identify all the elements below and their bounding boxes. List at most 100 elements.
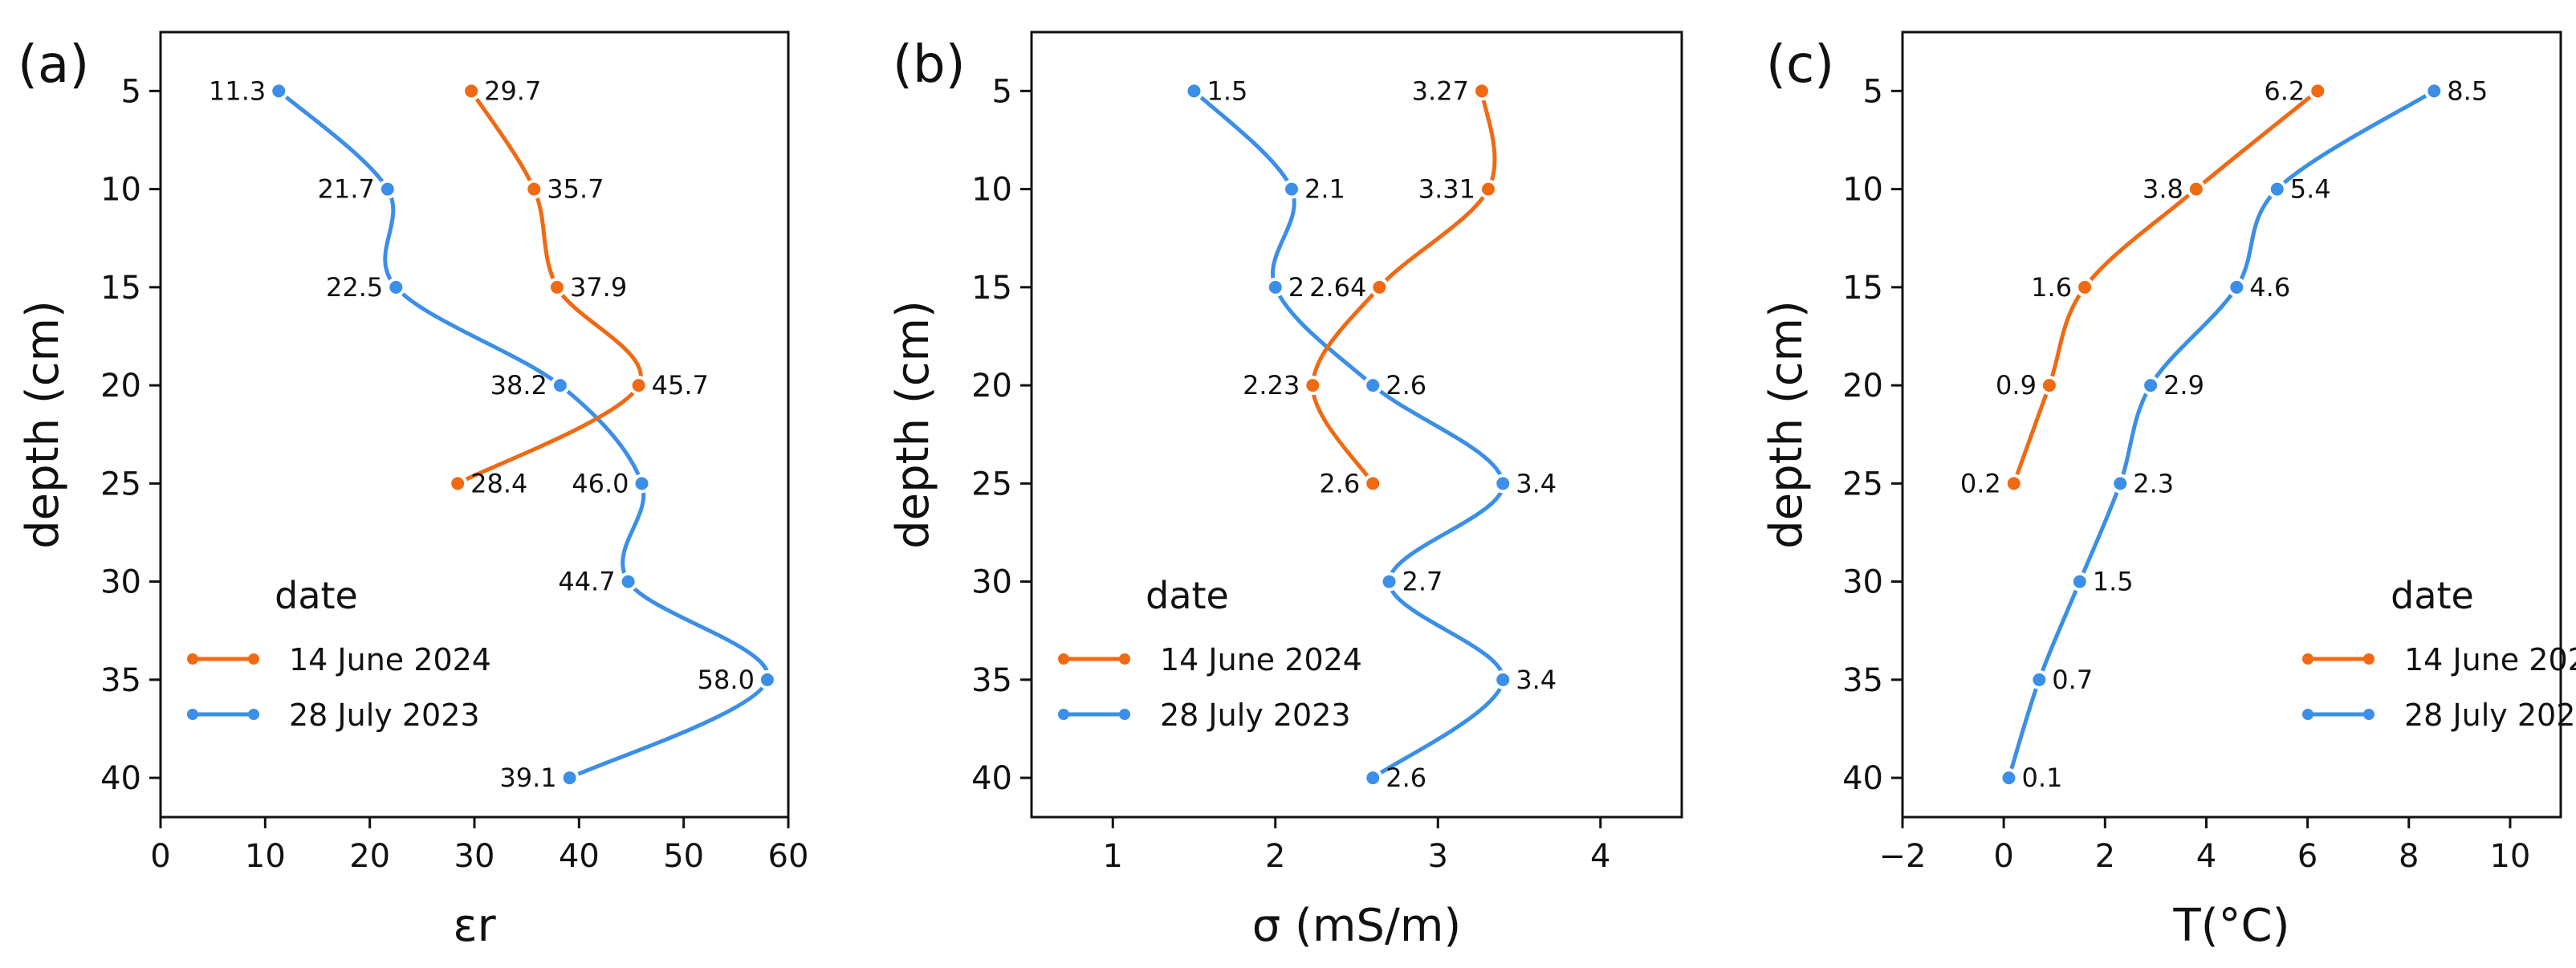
legend-label-june: 14 June 2024 — [289, 642, 491, 677]
y-tick-label: 15 — [971, 270, 1012, 307]
x-tick-label: 10 — [245, 838, 286, 875]
data-point-july — [386, 277, 406, 297]
data-label-july: 2.6 — [1386, 370, 1426, 401]
legend-swatch-dot-june — [248, 653, 259, 665]
data-point-june — [448, 474, 468, 494]
panel-c: (c) −2 0 2 4 6 8 10 5 10 15 20 25 30 35 40 T(°C) depth (c… — [1760, 31, 2576, 952]
legend-title: date — [2391, 574, 2474, 617]
data-point-june — [2186, 179, 2206, 199]
legend-label-july: 28 July 2023 — [1160, 698, 1351, 733]
y-tick-label: 30 — [971, 564, 1012, 601]
legend-label-july: 28 July 2023 — [289, 698, 480, 733]
data-label-july: 0.7 — [2052, 665, 2093, 695]
data-label-june: 2.23 — [1243, 370, 1300, 401]
data-point-july — [1265, 277, 1285, 297]
data-point-june — [1363, 474, 1383, 494]
panel-a: (a) 0 10 20 30 40 50 60 5 10 15 20 25 30 35 40 εr depth (… — [17, 31, 809, 952]
data-point-july — [757, 669, 777, 689]
data-point-june — [2039, 376, 2059, 396]
y-tick-label: 35 — [1842, 662, 1883, 699]
x-tick-label: 6 — [2297, 838, 2318, 875]
data-label-june: 45.7 — [652, 370, 709, 401]
data-label-july: 0.1 — [2021, 763, 2062, 793]
data-point-june — [547, 277, 567, 297]
x-tick-label: 3 — [1428, 838, 1448, 875]
data-point-july — [618, 571, 638, 592]
y-tick-label: 15 — [1842, 270, 1883, 307]
y-axis-title: depth (cm) — [1760, 300, 1813, 549]
data-point-july — [2227, 277, 2247, 297]
data-point-july — [2424, 81, 2444, 101]
y-tick-label: 5 — [992, 73, 1012, 110]
data-label-july: 38.2 — [490, 370, 547, 401]
data-point-july — [377, 179, 397, 199]
data-label-july: 2.7 — [1402, 567, 1443, 597]
y-tick-label: 35 — [100, 662, 141, 699]
y-tick-label: 30 — [100, 564, 141, 601]
y-tick-label: 10 — [971, 172, 1012, 209]
data-label-july: 5.4 — [2290, 174, 2331, 205]
data-label-july: 2 — [1288, 272, 1304, 303]
x-tick-label: 4 — [2196, 838, 2216, 875]
data-label-july: 3.4 — [1516, 468, 1557, 498]
data-label-july: 4.6 — [2249, 272, 2290, 303]
x-tick-label: 8 — [2399, 838, 2419, 875]
data-point-june — [2004, 474, 2024, 494]
x-tick-label: 40 — [559, 838, 600, 875]
x-tick-label: 60 — [768, 838, 809, 875]
legend-label-june: 14 June 2024 — [1160, 642, 1362, 677]
data-label-june: 37.9 — [570, 272, 627, 303]
data-label-june: 29.7 — [484, 75, 541, 106]
data-label-june: 2.64 — [1309, 272, 1366, 303]
data-label-july: 2.9 — [2163, 370, 2204, 401]
legend-swatch-dot-june — [2302, 653, 2314, 665]
x-tick-label: 1 — [1103, 838, 1123, 875]
data-label-june: 0.2 — [1960, 468, 2001, 498]
x-tick-label: 2 — [1265, 838, 1285, 875]
panel-letter: (a) — [18, 35, 89, 95]
data-point-july — [2029, 669, 2049, 689]
y-tick-label: 30 — [1842, 564, 1883, 601]
legend-swatch-dot-june — [1119, 653, 1130, 665]
data-point-july — [1379, 571, 1399, 592]
data-label-july: 22.5 — [326, 272, 383, 303]
y-tick-label: 10 — [1842, 172, 1883, 209]
data-label-july: 2.1 — [1304, 174, 1345, 205]
data-point-july — [2069, 571, 2090, 592]
y-tick-label: 5 — [121, 73, 141, 110]
data-point-june — [2075, 277, 2095, 297]
data-label-july: 44.7 — [558, 567, 615, 597]
y-tick-label: 20 — [971, 368, 1012, 405]
data-point-june — [1303, 376, 1323, 396]
x-tick-label: 0 — [150, 838, 170, 875]
legend-swatch-dot-june — [1058, 653, 1069, 665]
data-label-july: 21.7 — [318, 174, 375, 205]
x-axis-title: εr — [453, 900, 496, 952]
x-tick-label: 50 — [663, 838, 704, 875]
data-label-july: 8.5 — [2447, 75, 2488, 106]
data-point-july — [1184, 81, 1204, 101]
data-label-june: 3.31 — [1418, 174, 1475, 205]
data-label-july: 1.5 — [2093, 567, 2134, 597]
data-point-july — [2267, 179, 2287, 199]
x-axis-title: T(°C) — [2172, 900, 2289, 952]
legend-swatch-dot-july — [2302, 709, 2314, 720]
y-tick-label: 40 — [100, 760, 141, 797]
data-point-july — [2141, 376, 2161, 396]
data-point-july — [550, 376, 570, 396]
data-point-july — [1363, 768, 1383, 788]
legend-title: date — [275, 574, 358, 617]
legend-swatch-dot-july — [248, 709, 259, 720]
legend-label-june: 14 June 2024 — [2404, 642, 2576, 677]
panel-letter: (b) — [893, 35, 966, 95]
series-line-june — [455, 88, 643, 486]
data-point-june — [1479, 179, 1499, 199]
data-point-july — [632, 474, 652, 494]
data-label-june: 35.7 — [547, 174, 604, 205]
y-tick-label: 10 — [100, 172, 141, 209]
y-tick-label: 25 — [100, 466, 141, 502]
panel-letter: (c) — [1766, 35, 1834, 95]
y-tick-label: 25 — [971, 466, 1012, 502]
data-point-july — [1493, 669, 1513, 689]
